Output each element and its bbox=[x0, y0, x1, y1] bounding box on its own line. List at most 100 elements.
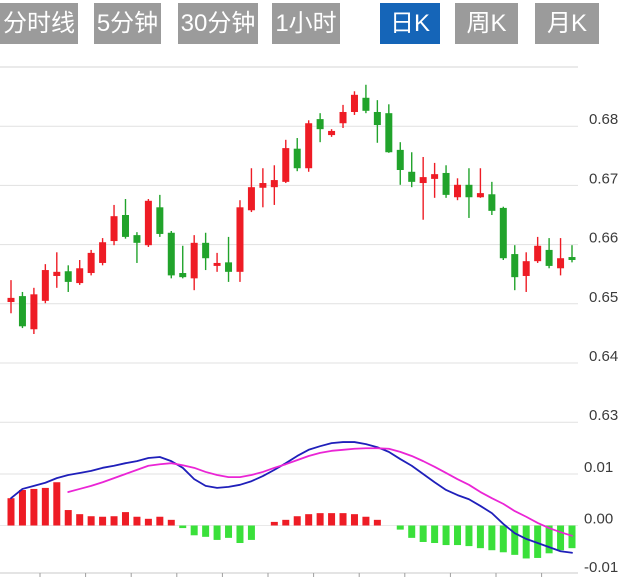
macd-bar bbox=[568, 525, 576, 549]
macd-bar bbox=[225, 525, 233, 538]
macd-bar bbox=[30, 488, 38, 526]
price-tick-label: 0.65 bbox=[589, 289, 618, 306]
candle bbox=[408, 152, 416, 188]
macd-bar bbox=[305, 514, 313, 526]
tab-1hour[interactable]: 1小时 bbox=[272, 3, 340, 44]
kline-macd-chart[interactable]: 0.68 0.67 0.66 0.65 0.64 0.63 0.01 0.00 -0.01 bbox=[0, 55, 639, 579]
price-tick-label: 0.63 bbox=[589, 407, 618, 424]
candle bbox=[213, 252, 221, 272]
candle bbox=[18, 291, 26, 329]
candle bbox=[499, 206, 507, 260]
candle bbox=[144, 199, 152, 247]
candle bbox=[442, 165, 450, 198]
macd-bar bbox=[270, 521, 278, 526]
tab-monthly-k[interactable]: 月K bbox=[535, 3, 599, 44]
macd-bar bbox=[476, 525, 484, 549]
macd-bar bbox=[350, 514, 358, 526]
macd-bar bbox=[522, 525, 530, 559]
macd-bar bbox=[53, 482, 61, 526]
candle bbox=[511, 245, 519, 291]
macd-tick-label: 0.01 bbox=[584, 459, 613, 476]
macd-bar bbox=[133, 516, 141, 526]
candle bbox=[419, 156, 427, 220]
candle bbox=[7, 280, 15, 314]
candle bbox=[476, 168, 484, 198]
macd-bar bbox=[144, 518, 152, 526]
candle bbox=[488, 181, 496, 215]
macd-bar bbox=[339, 513, 347, 526]
macd-histogram bbox=[7, 482, 576, 559]
price-tick-label: 0.64 bbox=[589, 348, 618, 365]
macd-bar bbox=[545, 525, 553, 554]
candle bbox=[534, 236, 542, 263]
candlestick-series bbox=[7, 84, 576, 334]
macd-bar bbox=[7, 498, 15, 526]
macd-bar bbox=[190, 525, 198, 536]
price-tick-label: 0.68 bbox=[589, 111, 618, 128]
candle bbox=[350, 91, 358, 115]
macd-bar bbox=[373, 519, 381, 526]
candle bbox=[545, 238, 553, 269]
macd-tick-label: -0.01 bbox=[584, 559, 618, 576]
candle bbox=[110, 204, 118, 246]
price-tick-label: 0.66 bbox=[589, 230, 618, 247]
macd-bar bbox=[557, 525, 565, 551]
macd-bar bbox=[282, 519, 290, 526]
candle bbox=[167, 230, 175, 279]
macd-bar bbox=[293, 516, 301, 526]
macd-bar bbox=[316, 513, 324, 526]
candle bbox=[133, 232, 141, 263]
macd-bar bbox=[87, 516, 95, 526]
candle bbox=[87, 249, 95, 276]
tab-daily-k[interactable]: 日K bbox=[380, 3, 440, 44]
candle bbox=[339, 104, 347, 128]
candle bbox=[202, 232, 210, 271]
candle bbox=[373, 100, 381, 143]
tab-5min[interactable]: 5分钟 bbox=[94, 3, 161, 44]
candle bbox=[557, 238, 565, 276]
candle bbox=[328, 129, 336, 137]
candle bbox=[76, 259, 84, 285]
macd-bar bbox=[488, 525, 496, 551]
gridlines bbox=[0, 66, 578, 526]
macd-bar bbox=[110, 516, 118, 526]
macd-bar bbox=[156, 516, 164, 526]
price-tick-label: 0.67 bbox=[589, 170, 618, 187]
macd-bar bbox=[41, 487, 49, 526]
macd-bar bbox=[431, 525, 439, 544]
candle bbox=[247, 168, 255, 213]
candle bbox=[305, 120, 313, 172]
macd-bar bbox=[465, 525, 473, 547]
candle bbox=[41, 264, 49, 304]
macd-bar bbox=[328, 513, 336, 526]
candle bbox=[362, 84, 370, 114]
macd-bar bbox=[408, 525, 416, 538]
axis-labels: 0.68 0.67 0.66 0.65 0.64 0.63 0.01 0.00 -0.01 bbox=[584, 111, 618, 576]
macd-bar bbox=[362, 516, 370, 526]
candle bbox=[270, 165, 278, 205]
dea-line bbox=[67, 447, 573, 537]
candle bbox=[190, 235, 198, 291]
macd-bar bbox=[499, 525, 507, 553]
macd-bar bbox=[236, 525, 244, 544]
macd-bar bbox=[18, 489, 26, 526]
tab-30min[interactable]: 30分钟 bbox=[178, 3, 258, 44]
candle bbox=[259, 168, 267, 208]
macd-bar bbox=[534, 525, 542, 558]
time-axis bbox=[0, 572, 578, 577]
macd-bar bbox=[396, 525, 404, 530]
macd-bar bbox=[76, 514, 84, 526]
macd-tick-label: 0.00 bbox=[584, 511, 613, 528]
macd-bar bbox=[202, 525, 210, 537]
candle bbox=[121, 199, 129, 239]
tab-timeline[interactable]: 分时线 bbox=[0, 3, 78, 44]
candle bbox=[568, 245, 576, 263]
candle bbox=[522, 252, 530, 292]
macd-bar bbox=[247, 525, 255, 540]
candle bbox=[179, 245, 187, 279]
candle bbox=[465, 168, 473, 218]
tab-weekly-k[interactable]: 周K bbox=[455, 3, 518, 44]
candle bbox=[454, 178, 462, 201]
macd-bar bbox=[213, 525, 221, 540]
macd-bar bbox=[511, 525, 519, 555]
